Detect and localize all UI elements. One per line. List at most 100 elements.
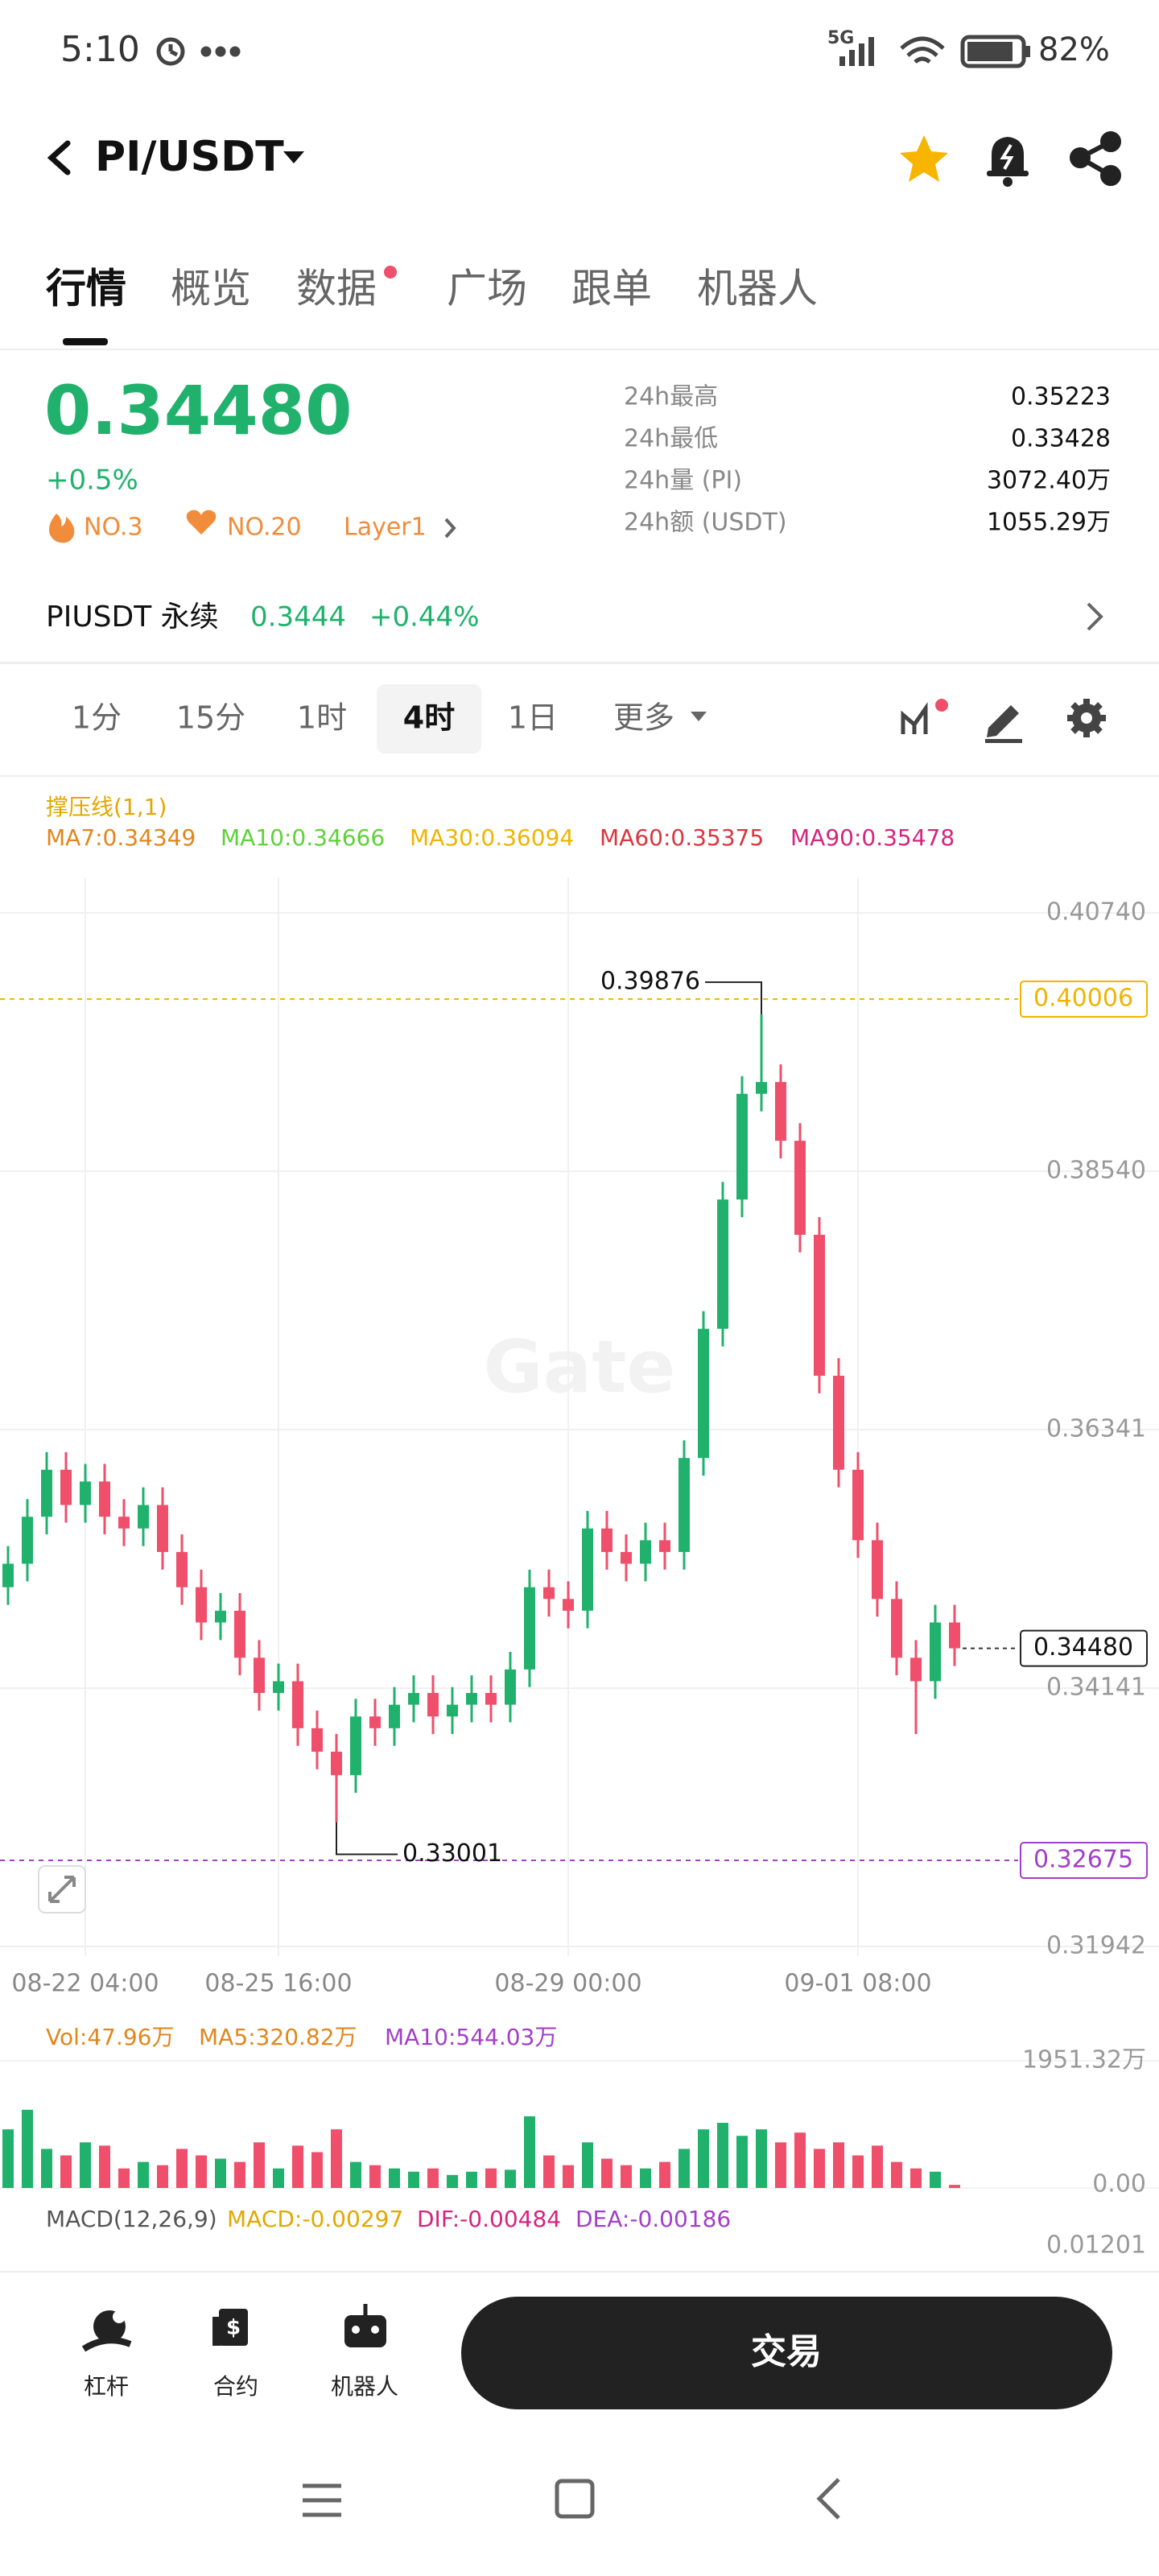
perp-change: +0.44% <box>369 601 480 634</box>
candle-body <box>447 1704 458 1717</box>
y-tick-label: 0.34141 <box>1046 1674 1146 1702</box>
tab[interactable]: 广场 <box>447 266 527 312</box>
ma-label: MA30:0.36094 <box>410 824 574 851</box>
perp-name[interactable]: PIUSDT 永续 <box>46 601 219 634</box>
candle-body <box>910 1657 922 1682</box>
bottom-item-label[interactable]: 机器人 <box>331 2373 398 2400</box>
candle-body <box>466 1693 477 1705</box>
settings-button[interactable] <box>1067 699 1106 737</box>
indicator-button[interactable] <box>901 699 948 734</box>
more-dropdown[interactable] <box>691 712 707 721</box>
leverage-icon[interactable] <box>81 2310 132 2352</box>
volume-bar <box>698 2129 709 2188</box>
volume-bar <box>621 2165 632 2188</box>
candle-body <box>234 1610 245 1658</box>
nav-back[interactable] <box>816 2478 840 2520</box>
draw-button[interactable] <box>985 705 1022 743</box>
volume-bar <box>254 2142 265 2188</box>
volume-bar <box>22 2109 33 2188</box>
ma-legend: MA7:0.34349 MA10:0.34666 MA30:0.36094 MA60:… <box>46 824 955 851</box>
nav-home[interactable] <box>555 2479 595 2519</box>
interval[interactable]: 更多 <box>613 700 674 736</box>
macd-legend: DIF:-0.00484 <box>417 2206 561 2232</box>
tab[interactable]: 跟单 <box>571 266 652 312</box>
candle-body <box>176 1551 188 1587</box>
level-label: 0.32675 <box>1033 1846 1133 1874</box>
tab-bar: 行情 概览 数据 广场 跟单 机器人 <box>46 266 818 312</box>
candle-body <box>833 1376 844 1470</box>
volume-bar <box>485 2168 497 2188</box>
futures-icon[interactable]: $ <box>212 2309 248 2346</box>
max-pointer <box>705 981 762 1015</box>
last-price-label: 0.34480 <box>1033 1633 1133 1662</box>
candle-body <box>292 1681 303 1728</box>
tab[interactable]: 机器人 <box>697 266 818 312</box>
share-button[interactable] <box>1070 131 1121 186</box>
stat-value: 1055.29万 <box>987 509 1111 537</box>
interval[interactable]: 1日 <box>508 700 558 736</box>
network-label: 5G <box>827 28 854 48</box>
trade-label[interactable]: 交易 <box>751 2331 822 2372</box>
hot-icon <box>49 514 75 543</box>
stat-value: 0.35223 <box>1011 383 1111 411</box>
interval[interactable]: 15分 <box>176 700 245 736</box>
candle-body <box>582 1528 593 1611</box>
volume-bar <box>833 2142 844 2188</box>
tab-indicator <box>63 338 108 345</box>
nav-menu[interactable] <box>303 2483 341 2517</box>
volume-bar <box>601 2158 612 2188</box>
interval[interactable]: 1时 <box>297 700 347 736</box>
bottom-item-label[interactable]: 合约 <box>213 2373 258 2400</box>
volume-bar <box>678 2149 690 2188</box>
chevron <box>444 518 456 539</box>
candle-body <box>640 1540 651 1564</box>
volume-chart: Vol:47.96万 MA5:320.82万 MA10:544.03万 1951.32… <box>0 2024 1159 2198</box>
volume-tick-label: 1951.32万 <box>1022 2046 1146 2074</box>
volume-bar <box>659 2161 670 2188</box>
x-tick-label: 09-01 08:00 <box>784 1970 931 1998</box>
pair-title[interactable]: PI/USDT <box>95 133 284 181</box>
volume-tick-label: 0.00 <box>1092 2170 1146 2198</box>
candle-body <box>22 1517 33 1564</box>
candle-body <box>389 1704 400 1728</box>
tab[interactable]: 概览 <box>171 266 251 312</box>
pair-dropdown[interactable] <box>283 151 304 163</box>
candle-body <box>311 1728 323 1752</box>
volume-bar <box>118 2168 130 2188</box>
back-button[interactable] <box>47 140 71 175</box>
interval[interactable]: 1分 <box>72 700 122 736</box>
candle-body <box>2 1563 14 1587</box>
bottom-item-label[interactable]: 杠杆 <box>84 2373 129 2400</box>
max-label: 0.39876 <box>600 968 700 996</box>
candle-body <box>331 1752 342 1776</box>
tab[interactable]: 行情 <box>46 266 126 312</box>
sector-tag[interactable]: Layer1 <box>344 514 427 542</box>
tab[interactable]: 数据 <box>296 266 377 312</box>
stat-value: 3072.40万 <box>987 467 1111 495</box>
candle-body <box>505 1669 516 1705</box>
x-tick-label: 08-29 00:00 <box>494 1970 641 1998</box>
volume-bar <box>447 2174 458 2188</box>
volume-bar <box>369 2165 381 2188</box>
candle-body <box>99 1481 110 1517</box>
bot-icon[interactable] <box>344 2304 386 2347</box>
volume-bar <box>949 2185 960 2188</box>
chevron[interactable] <box>1087 602 1103 631</box>
interval[interactable]: 4时 <box>403 700 455 736</box>
trade-button[interactable] <box>461 2297 1112 2409</box>
status-time: 5:10 <box>60 29 140 70</box>
volume-bar <box>196 2155 207 2188</box>
support-label: 撑压线(1,1) <box>46 794 167 820</box>
watermark: Gate <box>484 1325 676 1410</box>
stats: 24h最高 0.35223 24h最低 0.33428 24h量 (PI) 3072.40… <box>624 383 1111 537</box>
heart-icon <box>186 510 217 535</box>
stat-label: 24h最低 <box>624 425 718 453</box>
favorite-star[interactable] <box>900 135 948 182</box>
expand-button[interactable] <box>38 1865 86 1913</box>
alert-bell[interactable] <box>987 137 1029 187</box>
candle-body <box>485 1693 497 1705</box>
volume-bar <box>930 2171 941 2188</box>
candle-body <box>601 1528 612 1552</box>
last-price: 0.34480 <box>44 371 353 450</box>
volume-bar <box>466 2171 477 2188</box>
